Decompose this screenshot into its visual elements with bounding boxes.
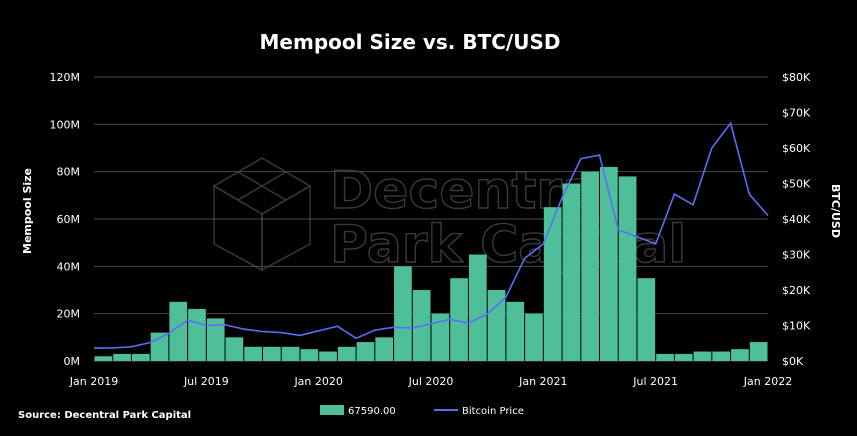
y-right-tick-label: $70K: [782, 107, 811, 120]
y-left-tick-label: 20M: [57, 308, 81, 321]
mempool-bar: [431, 313, 450, 361]
mempool-bar: [263, 346, 281, 361]
mempool-bar: [244, 346, 262, 361]
y-left-tick-label: 120M: [50, 71, 81, 84]
y-right-tick-label: $10K: [782, 320, 811, 333]
x-tick-label: Jan 2021: [518, 375, 567, 388]
mempool-bar: [169, 301, 188, 361]
mempool-bar: [319, 351, 337, 361]
mempool-bar: [150, 332, 169, 361]
y-left-tick-label: 80M: [57, 166, 81, 179]
mempool-bar: [525, 313, 543, 361]
mempool-bar: [731, 349, 749, 361]
x-tick-label: Jan 2020: [293, 375, 342, 388]
x-tick-label: Jan 2019: [69, 375, 118, 388]
y-right-tick-label: $80K: [782, 71, 811, 84]
y-right-axis-label: BTC/USD: [829, 184, 842, 238]
y-right-tick-label: $20K: [782, 284, 811, 297]
y-right-tick-label: $50K: [782, 178, 811, 191]
mempool-bar: [450, 278, 468, 361]
gridlines: [94, 76, 768, 362]
mempool-bar: [674, 353, 693, 361]
mempool-bar: [300, 349, 319, 361]
y-left-tick-label: 0M: [64, 355, 81, 368]
x-tick-label: Jul 2021: [632, 375, 678, 388]
y-left-axis-label: Mempool Size: [21, 168, 34, 254]
mempool-bar: [94, 356, 113, 361]
mempool-bar: [618, 176, 637, 361]
mempool-bar: [693, 351, 712, 361]
y-right-tick-label: $0K: [782, 355, 804, 368]
y-right-tick-label: $60K: [782, 142, 811, 155]
legend-swatch-mempool: [320, 405, 344, 415]
legend-label-bitcoin-price: Bitcoin Price: [462, 406, 524, 417]
mempool-bar: [394, 266, 412, 361]
mempool-bar: [206, 318, 225, 361]
mempool-bar: [375, 337, 394, 361]
mempool-bar: [506, 301, 525, 361]
chart-title: Mempool Size vs. BTC/USD: [260, 30, 561, 54]
legend-label-mempool: 67590.00: [348, 406, 396, 417]
bitcoin-price-line: [93, 121, 769, 349]
y-left-tick-label: 100M: [50, 118, 81, 131]
legend: 67590.00 Bitcoin Price: [320, 405, 524, 417]
x-tick-label: Jul 2020: [408, 375, 454, 388]
x-tick-label: Jan 2022: [743, 375, 792, 388]
mempool-bar: [656, 353, 674, 361]
mempool-bar: [281, 346, 300, 361]
mempool-bar: [600, 166, 618, 361]
mempool-bar: [581, 171, 599, 361]
y-left-tick-label: 60M: [57, 213, 81, 226]
mempool-bar: [637, 278, 656, 361]
y-right-ticks: $0K $10K $20K $30K $40K $50K $60K $70K $80K: [782, 71, 811, 368]
y-left-ticks: 0M 20M 40M 60M 80M 100M 120M: [50, 71, 81, 368]
mempool-bar: [337, 346, 356, 361]
x-ticks: Jan 2019 Jul 2019 Jan 2020 Jul 2020 Jan 2021…: [69, 375, 792, 388]
x-tick-label: Jul 2019: [183, 375, 229, 388]
source-note: Source: Decentral Park Capital: [18, 410, 191, 421]
mempool-bar: [131, 353, 150, 361]
y-right-tick-label: $40K: [782, 213, 811, 226]
mempool-bar: [113, 353, 131, 361]
mempool-bar: [712, 351, 731, 361]
y-left-tick-label: 40M: [57, 260, 81, 273]
mempool-bar: [225, 337, 244, 361]
mempool-bar: [487, 290, 506, 361]
y-right-tick-label: $30K: [782, 249, 811, 262]
mempool-bar: [562, 183, 581, 361]
watermark-logo-icon: [212, 157, 312, 272]
mempool-bar: [543, 207, 562, 361]
mempool-bar: [468, 254, 487, 361]
mempool-bar: [749, 342, 768, 361]
mempool-bar: [356, 342, 375, 361]
mempool-bar: [188, 308, 206, 361]
